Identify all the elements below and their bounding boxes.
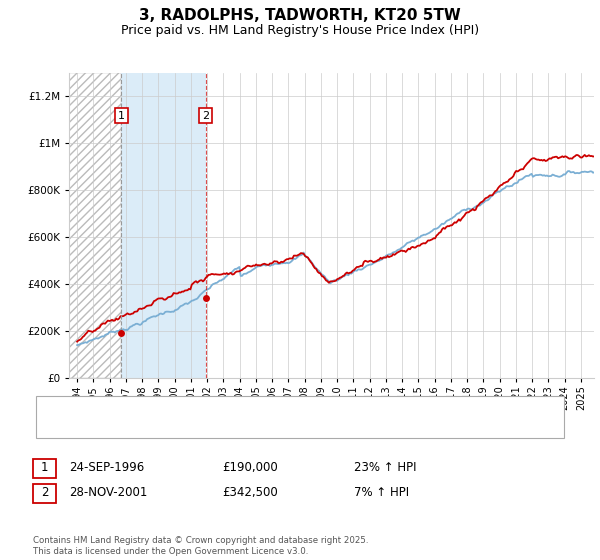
Text: 1: 1 <box>41 461 48 474</box>
Text: 23% ↑ HPI: 23% ↑ HPI <box>354 461 416 474</box>
Text: 2: 2 <box>202 110 209 120</box>
Text: 28-NOV-2001: 28-NOV-2001 <box>69 486 148 500</box>
Text: Price paid vs. HM Land Registry's House Price Index (HPI): Price paid vs. HM Land Registry's House … <box>121 24 479 37</box>
Text: 2: 2 <box>41 486 48 500</box>
Text: 24-SEP-1996: 24-SEP-1996 <box>69 461 144 474</box>
Text: 3, RADOLPHS, TADWORTH, KT20 5TW (detached house): 3, RADOLPHS, TADWORTH, KT20 5TW (detache… <box>89 403 378 413</box>
Text: £342,500: £342,500 <box>222 486 278 500</box>
Bar <box>121 73 206 378</box>
Bar <box>69 73 121 378</box>
Text: 1: 1 <box>118 110 125 120</box>
Text: 3, RADOLPHS, TADWORTH, KT20 5TW: 3, RADOLPHS, TADWORTH, KT20 5TW <box>139 8 461 24</box>
Text: Contains HM Land Registry data © Crown copyright and database right 2025.
This d: Contains HM Land Registry data © Crown c… <box>33 536 368 556</box>
Text: £190,000: £190,000 <box>222 461 278 474</box>
Text: 7% ↑ HPI: 7% ↑ HPI <box>354 486 409 500</box>
Text: HPI: Average price, detached house, Reigate and Banstead: HPI: Average price, detached house, Reig… <box>89 421 397 431</box>
